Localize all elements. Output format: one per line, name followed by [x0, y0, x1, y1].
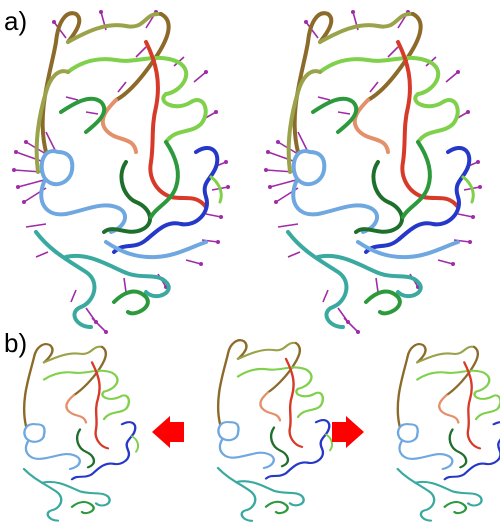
- stereo-left-structure: [10, 8, 232, 336]
- panel-label-b: b): [4, 328, 28, 358]
- rotated-left-structure: [22, 342, 140, 522]
- stereo-right-structure: [262, 8, 484, 336]
- arrow-left-icon: [152, 416, 184, 448]
- arrow-right-icon: [332, 416, 364, 448]
- center-structure: [216, 338, 334, 522]
- rotated-right-structure: [396, 342, 500, 522]
- panel-label-a: a): [4, 6, 28, 36]
